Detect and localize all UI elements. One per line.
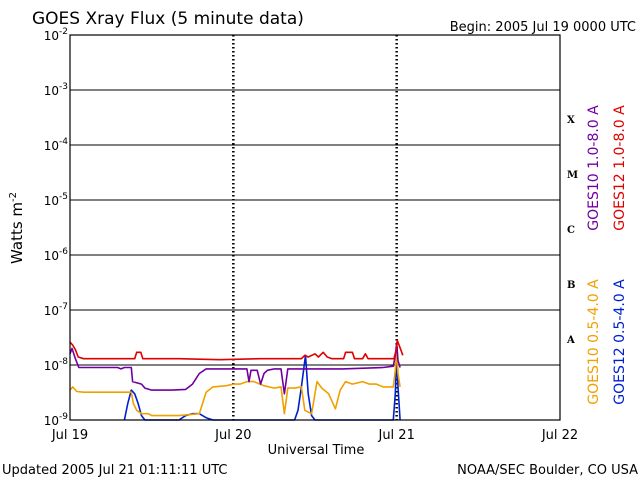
- x-tick-label: Jul 20: [214, 428, 251, 443]
- series-line-0: [69, 339, 404, 361]
- series-lines: [69, 339, 404, 421]
- y-tick-label: 10-6: [44, 247, 69, 263]
- flare-class-b: B: [567, 280, 575, 291]
- y-axis-label: Watts m-2: [8, 192, 26, 264]
- legend-entry-0: GOES10 1.0-8.0 A: [586, 105, 602, 231]
- flare-class-a: A: [566, 335, 575, 346]
- begin-label: Begin: 2005 Jul 19 0000 UTC: [450, 20, 636, 35]
- plot-frame: [69, 34, 561, 421]
- x-axis-label: Universal Time: [268, 443, 365, 458]
- updated-timestamp: Updated 2005 Jul 21 01:11:11 UTC: [2, 463, 227, 478]
- y-tick-label: 10-3: [44, 82, 68, 98]
- y-tick-label: 10-4: [44, 137, 69, 153]
- y-axis-label-text: Watts m: [8, 202, 26, 264]
- horizontal-gridlines: [70, 34, 560, 421]
- legend: GOES10 1.0-8.0 A GOES12 1.0-8.0 A GOES10 0…: [586, 105, 628, 405]
- series-line-1: [69, 342, 401, 395]
- y-tick-label: 10-8: [44, 357, 69, 373]
- x-tick-labels: Jul 19 Jul 20 Jul 21 Jul 22: [51, 428, 578, 443]
- y-tick-label: 10-7: [44, 302, 68, 318]
- chart-title: GOES Xray Flux (5 minute data): [32, 9, 304, 29]
- x-tick-label: Jul 19: [51, 428, 88, 443]
- y-tick-labels: 10-2 10-3 10-4 10-5 10-6 10-7 10-8 10-9: [44, 27, 69, 428]
- x-tick-label: Jul 21: [377, 428, 414, 443]
- legend-entry-2: GOES10 0.5-4.0 A: [586, 279, 602, 405]
- x-tick-label: Jul 22: [541, 428, 578, 443]
- y-tick-label: 10-2: [44, 27, 68, 43]
- flare-class-x: X: [567, 115, 575, 126]
- vertical-ticklines: [232, 35, 398, 420]
- y-axis-label-exponent: -2: [8, 192, 19, 202]
- legend-entry-1: GOES12 1.0-8.0 A: [612, 105, 628, 231]
- flare-class-c: C: [567, 225, 575, 236]
- credit-text: NOAA/SEC Boulder, CO USA: [457, 463, 638, 478]
- y-tick-label: 10-5: [44, 192, 68, 208]
- flare-class-labels: X M C B A: [566, 115, 578, 346]
- y-tick-label: 10-9: [44, 412, 69, 428]
- series-line-2: [69, 347, 401, 417]
- legend-entry-3: GOES12 0.5-4.0 A: [612, 279, 628, 405]
- flare-class-m: M: [567, 170, 578, 181]
